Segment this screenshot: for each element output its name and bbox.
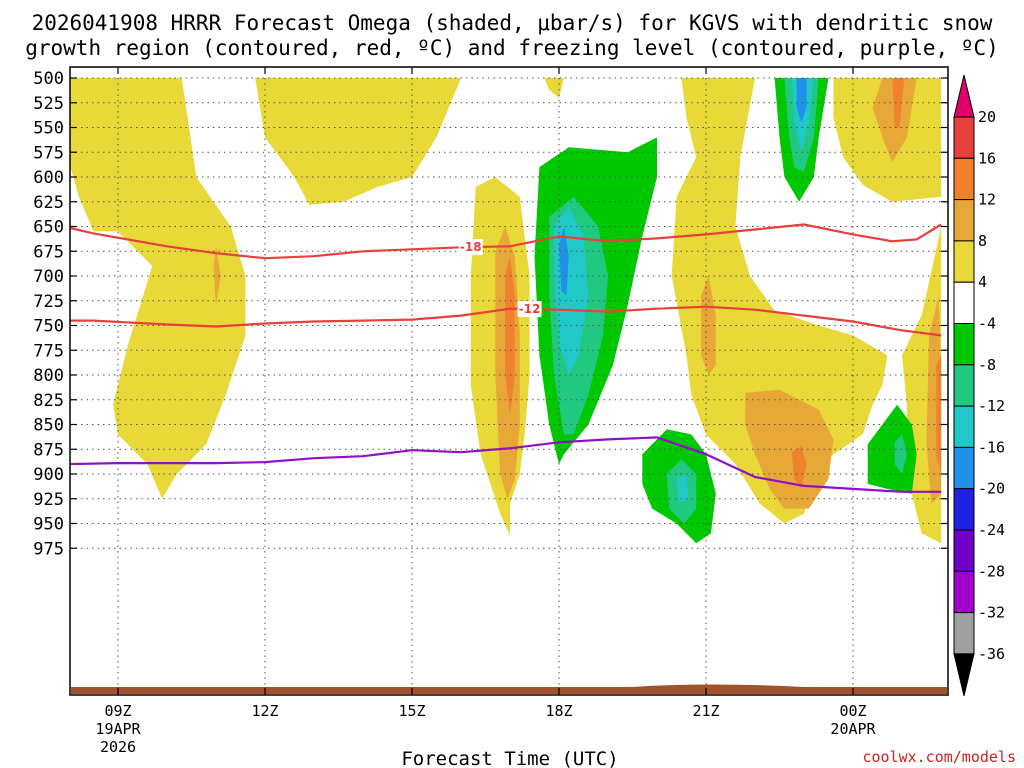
x-tick-date: 19APR bbox=[95, 720, 141, 738]
colorbar-bottom-arrow bbox=[953, 653, 975, 697]
colorbar-box bbox=[953, 364, 975, 407]
y-tick-label: 875 bbox=[33, 440, 64, 460]
colorbar-box bbox=[953, 529, 975, 572]
chart-title-line1: 2026041908 HRRR Forecast Omega (shaded, … bbox=[32, 11, 993, 35]
contour-label: -18 bbox=[460, 240, 482, 254]
colorbar-box bbox=[953, 405, 975, 448]
colorbar-box bbox=[953, 199, 975, 242]
y-tick-label: 850 bbox=[33, 416, 64, 436]
contour-line bbox=[70, 305, 942, 337]
y-tick-label: 775 bbox=[33, 341, 64, 361]
y-tick-label: 500 bbox=[33, 69, 64, 89]
colorbar-label: -4 bbox=[978, 315, 996, 333]
colorbar-label: -20 bbox=[978, 480, 1005, 498]
colorbar-label: 12 bbox=[978, 191, 996, 209]
y-axis: 500 525 550 575 600 625 650 675 700 725 750 775 800 8… bbox=[33, 69, 948, 559]
y-tick-label: 925 bbox=[33, 490, 64, 510]
x-tick-date: 20APR bbox=[830, 720, 876, 738]
y-tick-label: 825 bbox=[33, 391, 64, 411]
colorbar-label: -8 bbox=[978, 356, 996, 374]
omega-region bbox=[671, 78, 888, 524]
x-tick-label: 00Z bbox=[839, 702, 866, 720]
colorbar-box bbox=[953, 570, 975, 614]
contour-line bbox=[70, 436, 942, 493]
colorbar-box bbox=[953, 281, 975, 325]
colorbar-label: -16 bbox=[978, 438, 1005, 456]
omega-shading bbox=[70, 78, 942, 544]
y-tick-label: 950 bbox=[33, 515, 64, 535]
omega-region bbox=[892, 78, 905, 128]
credit-text: coolwx.com/models bbox=[862, 748, 1016, 766]
colorbar-box bbox=[953, 446, 975, 490]
omega-region bbox=[559, 226, 569, 296]
plot-frame bbox=[69, 66, 949, 696]
colorbar-label: 4 bbox=[978, 273, 987, 291]
contour-line bbox=[70, 223, 942, 260]
colorbar-box bbox=[953, 323, 975, 366]
x-tick-year: 2026 bbox=[100, 738, 136, 756]
omega-region bbox=[867, 404, 917, 494]
x-tick-label: 09Z bbox=[104, 702, 131, 720]
colorbar-label: -28 bbox=[978, 562, 1005, 580]
ground-bump bbox=[632, 684, 804, 687]
omega-region bbox=[544, 78, 564, 98]
omega-region bbox=[676, 474, 689, 504]
omega-region bbox=[255, 78, 461, 205]
colorbar-label: -12 bbox=[978, 397, 1005, 415]
colorbar-label: -32 bbox=[978, 604, 1005, 622]
colorbar-label: -24 bbox=[978, 521, 1005, 539]
colorbar: 20 16 12 8 4 -4 -8 -12 -16 -20 -24 -28 -32 -36 bbox=[953, 74, 1005, 697]
y-tick-label: 750 bbox=[33, 317, 64, 337]
contour-label-bg bbox=[458, 239, 483, 256]
y-tick-label: 550 bbox=[33, 119, 64, 139]
colorbar-box bbox=[953, 116, 975, 159]
colorbar-box bbox=[953, 240, 975, 283]
y-tick-label: 725 bbox=[33, 292, 64, 312]
x-tick-label: 12Z bbox=[251, 702, 278, 720]
y-tick-label: 975 bbox=[33, 539, 64, 559]
y-tick-label: 625 bbox=[33, 193, 64, 213]
y-tick-label: 600 bbox=[33, 168, 64, 188]
y-tick-label: 575 bbox=[33, 143, 64, 163]
omega-region bbox=[796, 78, 807, 123]
colorbar-label: 20 bbox=[978, 108, 996, 126]
contour-label-bg bbox=[517, 301, 542, 318]
omega-region bbox=[213, 246, 221, 306]
omega-region bbox=[936, 355, 942, 474]
omega-region bbox=[894, 434, 907, 474]
contour-label: -12 bbox=[519, 302, 541, 316]
gridlines bbox=[70, 67, 948, 695]
y-tick-label: 525 bbox=[33, 94, 64, 114]
colorbar-label: 16 bbox=[978, 149, 996, 167]
colorbar-label: 8 bbox=[978, 232, 987, 250]
colorbar-box bbox=[953, 612, 975, 655]
omega-region bbox=[505, 256, 515, 415]
colorbar-label: -36 bbox=[978, 645, 1005, 663]
y-tick-label: 900 bbox=[33, 465, 64, 485]
y-tick-label: 650 bbox=[33, 218, 64, 238]
chart-title-line2: growth region (contoured, red, ºC) and f… bbox=[25, 36, 999, 60]
x-tick-label: 18Z bbox=[545, 702, 572, 720]
temperature-contours: -18 -12 bbox=[70, 223, 942, 493]
ground-strip bbox=[71, 687, 947, 694]
y-tick-label: 700 bbox=[33, 267, 64, 287]
colorbar-box bbox=[953, 488, 975, 531]
y-tick-label: 675 bbox=[33, 242, 64, 262]
ground-layer bbox=[71, 684, 947, 694]
x-tick-label: 21Z bbox=[692, 702, 719, 720]
x-tick-label: 15Z bbox=[398, 702, 425, 720]
omega-region bbox=[791, 446, 807, 489]
x-axis-label: Forecast Time (UTC) bbox=[401, 748, 618, 768]
omega-region bbox=[70, 78, 246, 499]
colorbar-box bbox=[953, 157, 975, 201]
y-tick-label: 800 bbox=[33, 366, 64, 386]
